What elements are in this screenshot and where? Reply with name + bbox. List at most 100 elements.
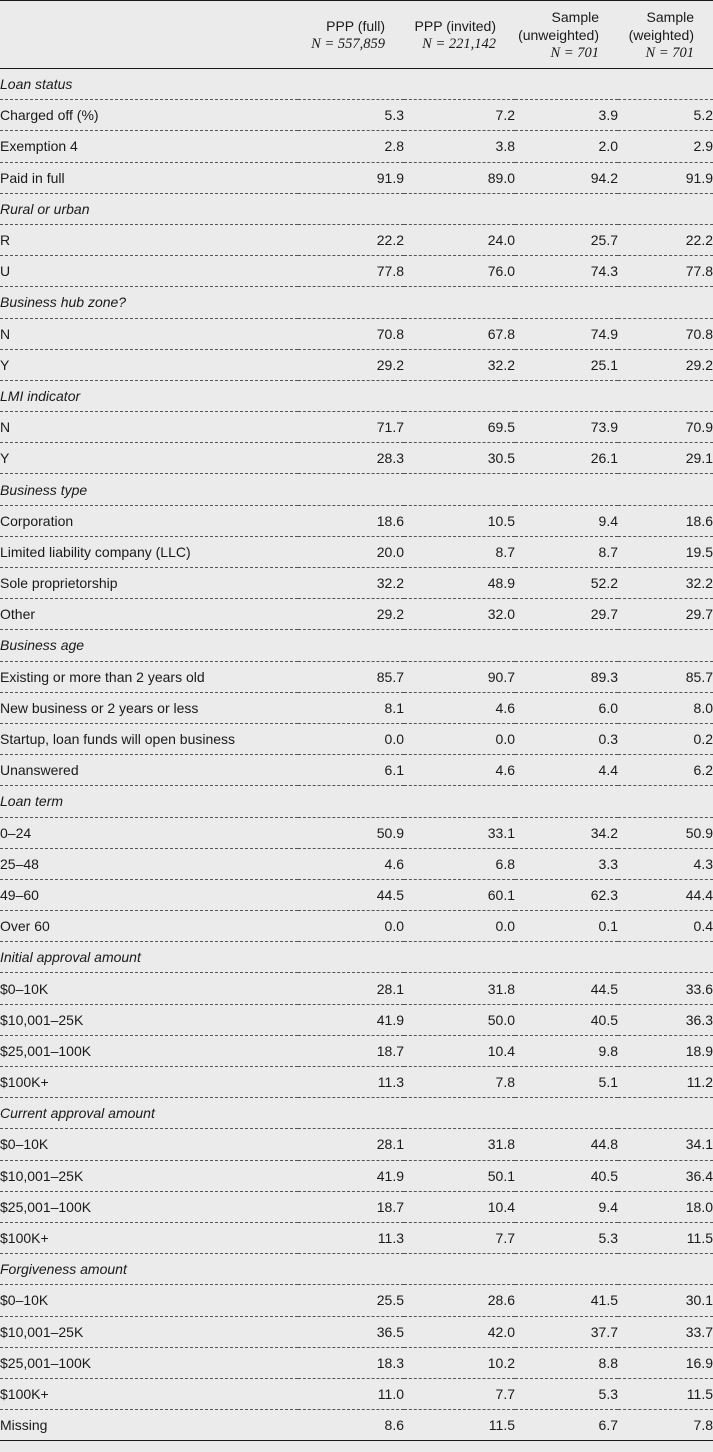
value-cell: 44.8 xyxy=(515,1128,618,1161)
section-title: LMI indicator xyxy=(0,380,713,413)
section-title: Forgiveness amount xyxy=(0,1253,713,1286)
table-row: $25,001–100K 18.7 10.4 9.4 18.0 xyxy=(0,1191,713,1223)
table-row: $10,001–25K 36.5 42.0 37.7 33.7 xyxy=(0,1316,713,1348)
value-cell: 77.8 xyxy=(618,255,713,288)
value-cell: 76.0 xyxy=(404,255,515,288)
value-cell: 11.5 xyxy=(404,1409,515,1442)
value-cell: 70.9 xyxy=(618,411,713,444)
value-cell: 0.0 xyxy=(404,910,515,943)
row-label: Over 60 xyxy=(0,910,298,943)
value-cell: 44.5 xyxy=(298,879,404,912)
table-row: R 22.2 24.0 25.7 22.2 xyxy=(0,224,713,257)
col-title: PPP (invited) xyxy=(414,17,496,34)
value-cell: 69.5 xyxy=(404,411,515,444)
value-cell: 26.1 xyxy=(515,442,618,475)
value-cell: 32.2 xyxy=(618,567,713,600)
table-row: Other 29.2 32.0 29.7 29.7 xyxy=(0,598,713,631)
value-cell: 90.7 xyxy=(404,661,515,693)
value-cell: 6.8 xyxy=(404,848,515,880)
value-cell: 70.8 xyxy=(618,318,713,350)
value-cell: 29.2 xyxy=(298,598,404,631)
row-label: $25,001–100K xyxy=(0,1191,298,1223)
table-row: Limited liability company (LLC) 20.0 8.7 8.… xyxy=(0,536,713,569)
value-cell: 29.7 xyxy=(515,598,618,631)
row-label: $10,001–25K xyxy=(0,1316,298,1348)
value-cell: 22.2 xyxy=(298,224,404,257)
value-cell: 28.1 xyxy=(298,972,404,1005)
row-label: $100K+ xyxy=(0,1066,298,1099)
table-row: N 71.7 69.5 73.9 70.9 xyxy=(0,411,713,444)
col-title-line-2: (unweighted) xyxy=(518,26,599,43)
value-cell: 34.2 xyxy=(515,817,618,849)
value-cell: 0.3 xyxy=(515,723,618,756)
row-label: $25,001–100K xyxy=(0,1035,298,1068)
col-n: N = 557,859 xyxy=(311,35,385,52)
row-label: $10,001–25K xyxy=(0,1160,298,1192)
value-cell: 29.2 xyxy=(298,349,404,381)
value-cell: 7.7 xyxy=(404,1378,515,1411)
table-row: $100K+ 11.3 7.7 5.3 11.5 xyxy=(0,1222,713,1255)
table-row: 49–60 44.5 60.1 62.3 44.4 xyxy=(0,879,713,912)
section-row: Loan status xyxy=(0,68,713,101)
row-label: Startup, loan funds will open business xyxy=(0,723,298,756)
row-label: R xyxy=(0,224,298,257)
section-title: Current approval amount xyxy=(0,1097,713,1130)
col-n: N = 221,142 xyxy=(422,35,496,52)
value-cell: 18.9 xyxy=(618,1035,713,1068)
table-row: Sole proprietorship 32.2 48.9 52.2 32.2 xyxy=(0,567,713,600)
section-title: Loan status xyxy=(0,68,713,101)
value-cell: 10.4 xyxy=(404,1035,515,1068)
table-row: Y 28.3 30.5 26.1 29.1 xyxy=(0,442,713,475)
value-cell: 42.0 xyxy=(404,1316,515,1348)
value-cell: 7.2 xyxy=(404,99,515,132)
value-cell: 25.5 xyxy=(298,1284,404,1317)
value-cell: 7.8 xyxy=(404,1066,515,1099)
col-n: N = 701 xyxy=(645,44,694,61)
value-cell: 9.4 xyxy=(515,505,618,537)
value-cell: 4.3 xyxy=(618,848,713,880)
row-label: $10,001–25K xyxy=(0,1004,298,1036)
value-cell: 33.6 xyxy=(618,972,713,1005)
value-cell: 52.2 xyxy=(515,567,618,600)
value-cell: 60.1 xyxy=(404,879,515,912)
value-cell: 16.9 xyxy=(618,1347,713,1379)
table-row: $25,001–100K 18.7 10.4 9.8 18.9 xyxy=(0,1035,713,1068)
row-label: $0–10K xyxy=(0,1128,298,1161)
value-cell: 20.0 xyxy=(298,536,404,569)
value-cell: 32.2 xyxy=(404,349,515,381)
row-label: Existing or more than 2 years old xyxy=(0,661,298,693)
value-cell: 4.6 xyxy=(404,692,515,724)
value-cell: 8.7 xyxy=(515,536,618,569)
table-header: PPP (full) N = 557,859 PPP (invited) N =… xyxy=(0,0,713,69)
row-label: Corporation xyxy=(0,505,298,537)
value-cell: 94.2 xyxy=(515,162,618,194)
row-label: Y xyxy=(0,442,298,475)
value-cell: 11.0 xyxy=(298,1378,404,1411)
col-title-line-2: (weighted) xyxy=(628,26,694,43)
table-row: $0–10K 28.1 31.8 44.8 34.1 xyxy=(0,1128,713,1161)
stub-header xyxy=(0,0,298,69)
section-row: LMI indicator xyxy=(0,380,713,413)
value-cell: 18.3 xyxy=(298,1347,404,1379)
section-row: Initial approval amount xyxy=(0,941,713,974)
table-row: 25–48 4.6 6.8 3.3 4.3 xyxy=(0,848,713,880)
table-row: Paid in full 91.9 89.0 94.2 91.9 xyxy=(0,162,713,194)
value-cell: 77.8 xyxy=(298,255,404,288)
value-cell: 28.1 xyxy=(298,1128,404,1161)
value-cell: 25.7 xyxy=(515,224,618,257)
value-cell: 4.6 xyxy=(298,848,404,880)
table-row: Over 60 0.0 0.0 0.1 0.4 xyxy=(0,910,713,943)
value-cell: 3.9 xyxy=(515,99,618,132)
value-cell: 0.0 xyxy=(404,723,515,756)
section-title: Initial approval amount xyxy=(0,941,713,974)
value-cell: 8.6 xyxy=(298,1409,404,1442)
value-cell: 8.0 xyxy=(618,692,713,724)
value-cell: 70.8 xyxy=(298,318,404,350)
value-cell: 11.5 xyxy=(618,1222,713,1255)
value-cell: 3.3 xyxy=(515,848,618,880)
col-title-line-1: Sample xyxy=(551,8,599,25)
value-cell: 0.2 xyxy=(618,723,713,756)
value-cell: 32.0 xyxy=(404,598,515,631)
col-header-ppp-invited: PPP (invited) N = 221,142 xyxy=(404,0,515,69)
